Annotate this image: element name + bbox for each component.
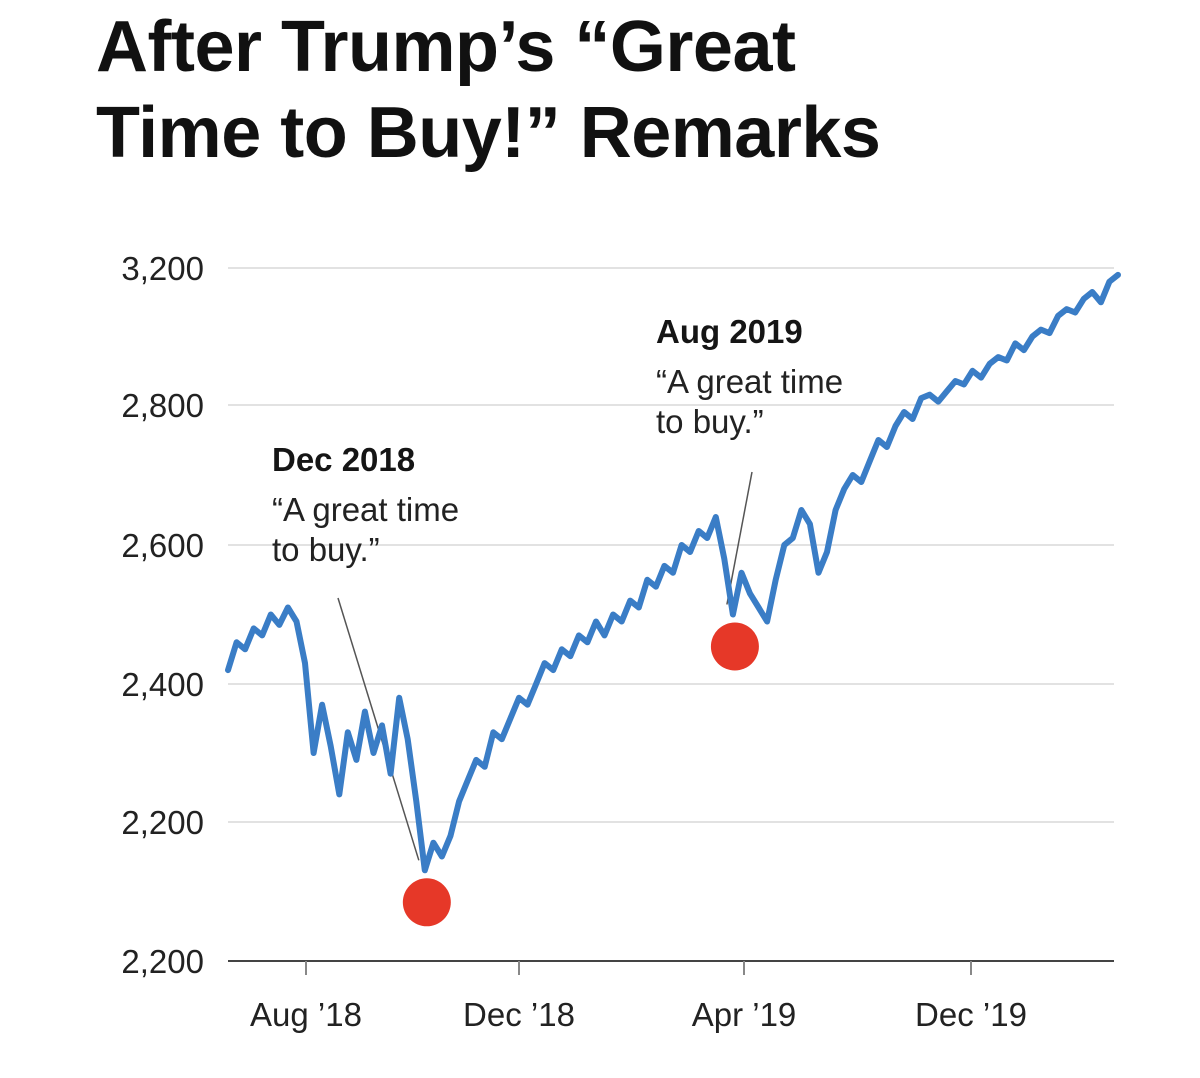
x-tick-label: Apr ’19 [692, 996, 797, 1033]
annotation-leader [726, 471, 753, 605]
series-line [225, 271, 1121, 874]
highlight-markers [402, 622, 759, 927]
annotation-heading: Dec 2018 [272, 441, 415, 478]
y-tick-label: 2,800 [121, 387, 204, 424]
x-axis [228, 960, 1114, 975]
annotation-heading: Aug 2019 [656, 313, 803, 350]
annotation-quote-line: to buy.” [656, 403, 764, 440]
x-axis-tick-labels: Aug ’18 Dec ’18 Apr ’19 Dec ’19 [250, 996, 1027, 1033]
x-tick-label: Aug ’18 [250, 996, 362, 1033]
annotation-quote-line: “A great time [656, 363, 843, 400]
annotation-quote-line: “A great time [272, 491, 459, 528]
y-axis-tick-labels: 3,200 2,800 2,600 2,400 2,200 2,200 [121, 250, 204, 980]
x-tick-label: Dec ’18 [463, 996, 575, 1033]
highlight-marker [402, 878, 451, 927]
chart-title-line-1: After Trump’s “Great [96, 7, 796, 87]
x-tick-label: Dec ’19 [915, 996, 1027, 1033]
y-tick-label: 3,200 [121, 250, 204, 287]
highlight-marker [710, 622, 759, 671]
grid-lines [228, 267, 1114, 823]
series-lines [225, 271, 1121, 874]
chart-title-line-2: Time to Buy!” Remarks [96, 93, 881, 173]
y-tick-label: 2,400 [121, 666, 204, 703]
y-tick-label: 2,600 [121, 527, 204, 564]
chart-title: After Trump’s “Great Time to Buy!” Remar… [96, 4, 1156, 176]
y-tick-label: 2,200 [121, 943, 204, 980]
annotation-quote-line: to buy.” [272, 531, 380, 568]
y-tick-label: 2,200 [121, 804, 204, 841]
